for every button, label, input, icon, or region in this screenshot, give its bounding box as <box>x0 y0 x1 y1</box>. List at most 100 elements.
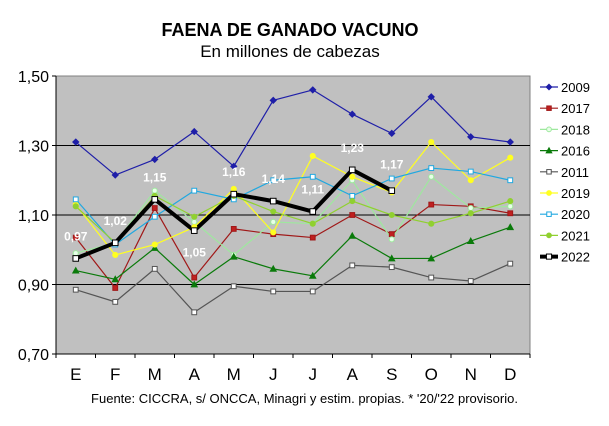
data-point-2018 <box>428 173 435 180</box>
legend-label: 2021 <box>561 228 590 243</box>
data-point-2009 <box>348 110 356 118</box>
data-point-2016 <box>269 264 278 272</box>
data-point-2011 <box>270 288 277 295</box>
data-label: 0,97 <box>64 229 88 243</box>
x-tick-label: J <box>269 365 278 384</box>
x-tick-label: O <box>425 365 438 384</box>
data-point-2009 <box>506 138 514 146</box>
data-point-2016 <box>466 237 475 244</box>
data-point-2020 <box>270 177 277 184</box>
data-point-2020 <box>72 196 79 203</box>
legend-label: 2017 <box>561 101 590 116</box>
data-point-2019 <box>230 185 237 192</box>
data-point-2016 <box>150 243 159 251</box>
data-point-2017 <box>349 212 356 218</box>
data-point-2017 <box>388 231 395 238</box>
legend-label: 2019 <box>561 186 590 201</box>
series-line-2018 <box>75 176 511 256</box>
data-point-2016 <box>229 252 238 260</box>
x-tick-label: S <box>386 365 397 384</box>
data-point-2011 <box>428 274 435 281</box>
data-point-2022 <box>111 239 119 247</box>
data-point-2022 <box>309 208 317 215</box>
data-point-2018 <box>191 218 198 225</box>
series-line-2019 <box>75 141 511 256</box>
series-line-2016 <box>75 226 511 286</box>
data-point-2018 <box>388 236 395 243</box>
data-point-2017 <box>191 274 198 281</box>
y-tick-label: 1,50 <box>18 69 49 86</box>
data-point-2022 <box>388 187 396 194</box>
legend-item-2020: 2020 <box>540 207 590 222</box>
data-point-2011 <box>230 283 237 290</box>
data-point-2009 <box>151 155 159 164</box>
y-tick-label: 0,70 <box>18 347 49 364</box>
data-point-2018 <box>151 187 158 194</box>
data-point-2016 <box>190 280 199 288</box>
y-tick-label: 0,90 <box>18 278 49 295</box>
data-point-2022 <box>230 190 238 198</box>
data-point-2011 <box>467 278 474 284</box>
data-point-2011 <box>388 264 395 271</box>
x-tick-label: A <box>189 365 201 384</box>
data-point-2020 <box>467 168 474 175</box>
data-point-2016 <box>427 254 436 262</box>
legend-marker <box>546 190 552 196</box>
data-point-2022 <box>190 227 198 234</box>
data-label: 1,23 <box>341 141 365 155</box>
data-point-2019 <box>112 251 119 259</box>
data-label: 1,16 <box>222 165 246 179</box>
data-point-2022 <box>72 255 80 262</box>
data-point-2009 <box>309 86 317 94</box>
data-point-2011 <box>309 288 316 295</box>
data-point-2020 <box>151 213 158 220</box>
data-point-2018 <box>270 218 277 225</box>
legend-label: 2009 <box>561 80 590 95</box>
x-tick-label: D <box>504 365 516 384</box>
data-point-2020 <box>428 165 435 171</box>
legend-marker <box>546 169 552 175</box>
data-point-2017 <box>72 234 79 241</box>
y-tick-label: 1,10 <box>18 208 49 225</box>
data-point-2021 <box>72 203 79 210</box>
legend-marker <box>545 83 553 91</box>
data-point-2009 <box>467 133 475 141</box>
data-label: 1,05 <box>183 246 207 260</box>
data-point-2021 <box>507 198 514 205</box>
x-tick-label: M <box>148 365 162 384</box>
data-point-2021 <box>270 208 277 215</box>
x-tick-label: M <box>227 365 241 384</box>
data-point-2016 <box>387 254 396 262</box>
x-tick-label: J <box>309 365 318 384</box>
legend-item-2017: 2017 <box>540 101 590 116</box>
data-point-2018 <box>467 205 474 212</box>
chart-title: FAENA DE GANADO VACUNO <box>161 20 419 40</box>
series-line-2020 <box>75 167 511 246</box>
series-line-2011 <box>75 263 511 313</box>
data-point-2019 <box>428 138 435 146</box>
legend-marker <box>546 105 552 111</box>
legend-label: 2018 <box>561 122 590 137</box>
x-tick-label: F <box>110 365 120 384</box>
data-point-2009 <box>388 129 396 138</box>
x-tick-label: A <box>347 365 359 384</box>
data-point-2011 <box>191 309 198 316</box>
data-point-2021 <box>467 210 474 217</box>
data-point-2021 <box>349 198 356 205</box>
data-point-2018 <box>72 250 79 257</box>
data-point-2011 <box>112 298 119 305</box>
data-point-2021 <box>428 220 435 227</box>
data-point-2011 <box>507 260 514 267</box>
data-point-2020 <box>507 177 514 184</box>
data-point-2019 <box>467 177 474 184</box>
data-point-2009 <box>427 93 435 101</box>
data-point-2016 <box>71 266 80 274</box>
data-point-2009 <box>230 162 238 171</box>
series-line-2009 <box>75 89 511 176</box>
data-point-2017 <box>428 201 435 208</box>
data-point-2017 <box>112 285 119 291</box>
legend-item-2018: 2018 <box>540 122 590 137</box>
data-point-2020 <box>309 173 316 180</box>
chart-subtitle: En millones de cabezas <box>200 42 380 61</box>
